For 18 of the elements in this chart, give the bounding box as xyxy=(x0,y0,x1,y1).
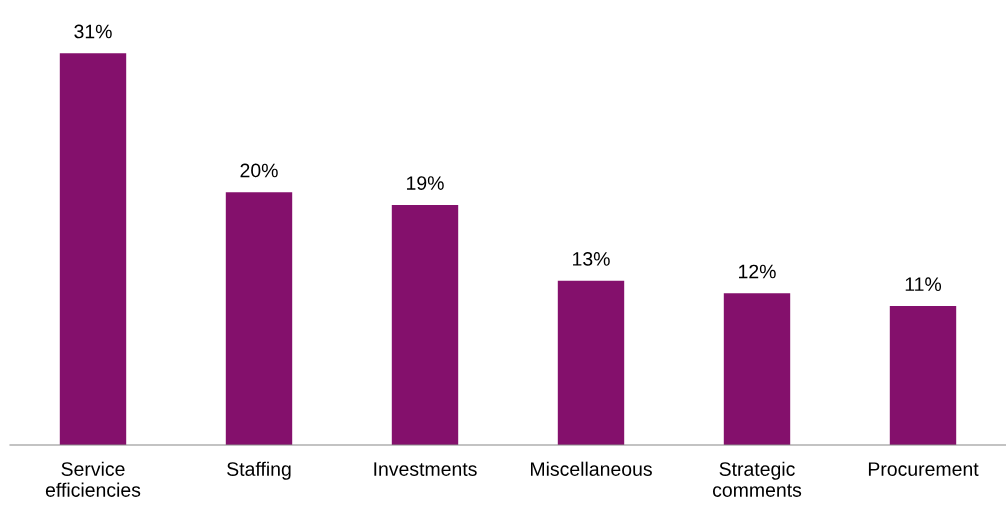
data-label: 20% xyxy=(240,163,278,178)
data-label: 13% xyxy=(573,252,610,266)
bar xyxy=(889,306,957,445)
x-tick-label: Service efficiencies xyxy=(45,461,141,497)
data-label: 31% xyxy=(74,24,112,39)
bar xyxy=(225,192,293,445)
data-label: 12% xyxy=(739,264,776,279)
data-label: 19% xyxy=(407,176,444,190)
x-tick-label: Miscellaneous xyxy=(530,461,652,476)
bar xyxy=(723,293,791,445)
x-tick-label: Procurement xyxy=(868,462,979,476)
bar xyxy=(59,53,127,445)
data-label: 11% xyxy=(905,277,942,291)
x-tick-label: Staffing xyxy=(227,461,291,480)
x-tick-label: Investments xyxy=(374,462,477,476)
x-tick-label: Strategic comments xyxy=(712,461,802,497)
bar xyxy=(391,204,459,445)
bar xyxy=(557,280,625,445)
